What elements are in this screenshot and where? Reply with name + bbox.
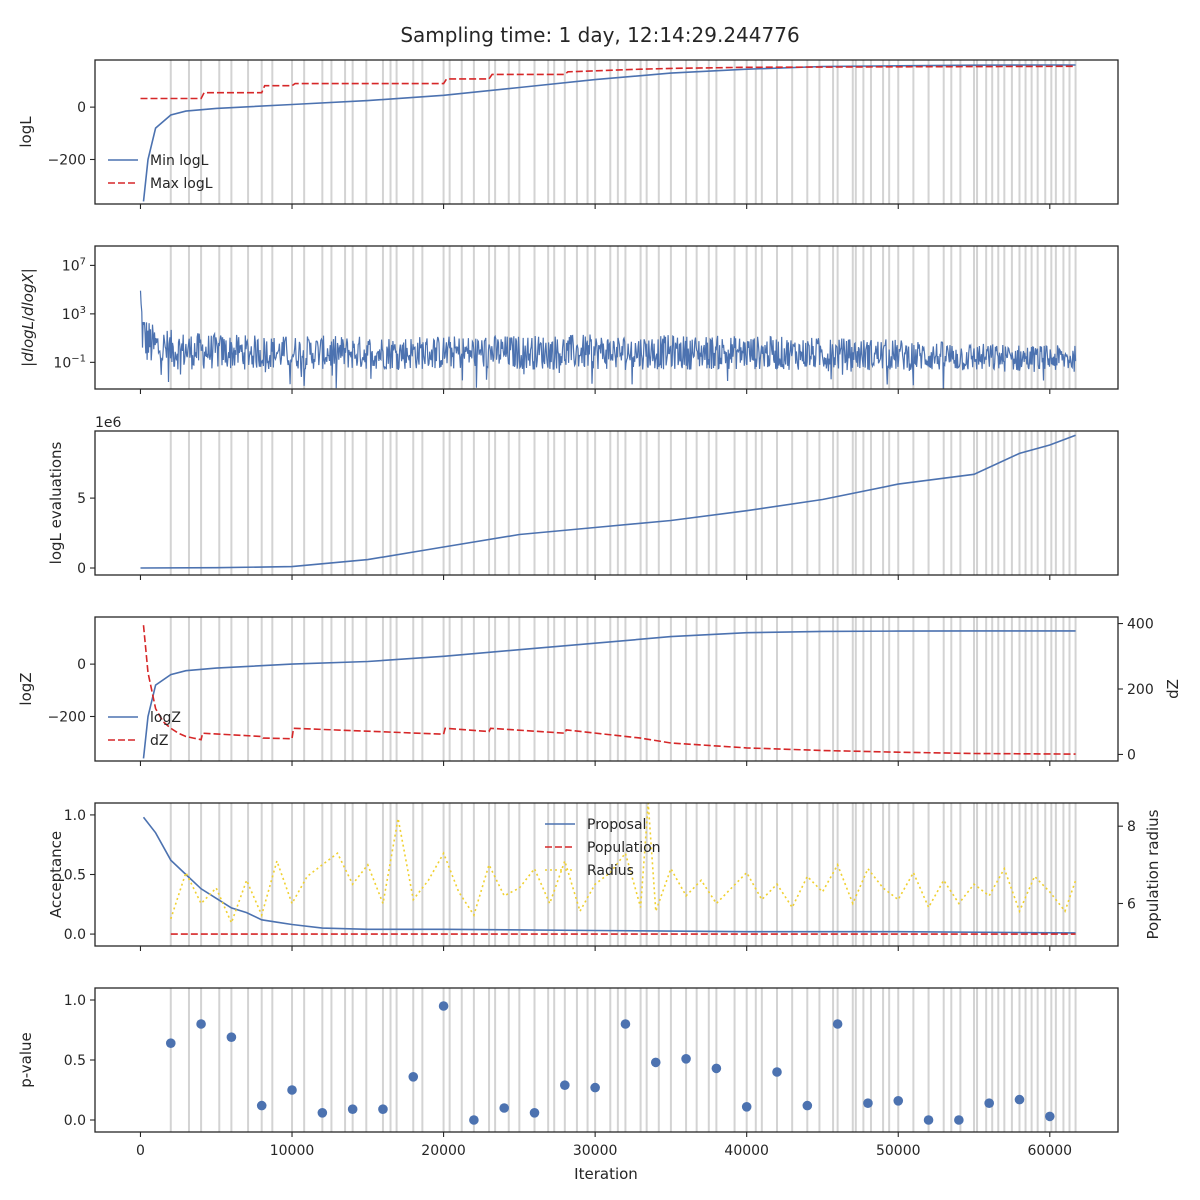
panels: 0 −200 logL Min logL Max logL 107 103 10−1 |dlog… <box>17 59 1182 1183</box>
ytick-label-6-1: 0.5 <box>64 1053 86 1069</box>
ylabel-1: logL <box>17 116 35 148</box>
pvalue-point-22 <box>832 1019 843 1029</box>
panel-2: 107 103 10−1 |dlogL/dlogX| <box>19 245 1119 394</box>
pvalue-point-0 <box>165 1038 176 1048</box>
series-line-5-0 <box>142 816 1076 934</box>
offset-label-3: 1e6 <box>95 415 122 431</box>
xtick-label-3: 30000 <box>573 1143 618 1159</box>
ylabel-6: p-value <box>17 1032 35 1088</box>
series-line-4-0 <box>142 630 1076 759</box>
ylabel-right-5: Population radius <box>1144 809 1162 939</box>
pvalue-point-20 <box>772 1067 782 1077</box>
pvalue-point-13 <box>560 1080 570 1090</box>
ylabel-right-4: dZ <box>1164 679 1182 699</box>
legend-label-5-0: Proposal <box>587 817 646 833</box>
pvalue-point-16 <box>650 1057 661 1068</box>
ytick-right-label-4-2: 0 <box>1127 747 1136 763</box>
axes-frame-3 <box>94 430 1119 576</box>
ytick-label-2-0: 107 <box>62 256 86 274</box>
pvalue-point-26 <box>954 1115 964 1125</box>
ytick-label-6-0: 1.0 <box>64 993 86 1009</box>
ytick-right-label-5-1: 6 <box>1127 896 1136 912</box>
ytick-label-4-1: −200 <box>48 709 86 725</box>
ytick-label-5-1: 0.5 <box>64 868 86 884</box>
x-axis: 0 10000 20000 30000 40000 50000 60000 Iteration <box>136 1143 1072 1183</box>
axes-frame-2 <box>94 245 1119 390</box>
legend-label-1-1: Max logL <box>150 176 213 192</box>
ytick-label-2-1: 103 <box>62 305 86 323</box>
xlabel: Iteration <box>574 1165 638 1183</box>
legend-label-5-1: Population <box>587 840 661 856</box>
pvalue-point-4 <box>287 1085 297 1095</box>
xtick-label-4: 40000 <box>724 1143 769 1159</box>
xtick-label-5: 50000 <box>876 1143 921 1159</box>
pvalue-point-24 <box>893 1096 904 1106</box>
legend-label-4-1: dZ <box>150 733 168 749</box>
panel-4: 0 −200 400 200 0 logZ dZ logZ dZ <box>17 616 1182 766</box>
pvalue-point-21 <box>802 1100 813 1111</box>
xtick-label-6: 60000 <box>1028 1143 1073 1159</box>
pvalue-point-9 <box>438 1001 449 1011</box>
pvalue-point-5 <box>317 1108 328 1118</box>
legend-label-1-0: Min logL <box>150 153 209 169</box>
pvalue-point-11 <box>499 1103 510 1113</box>
pvalue-point-15 <box>620 1019 631 1029</box>
ylabel-4: logZ <box>17 672 35 705</box>
pvalue-point-25 <box>923 1115 934 1125</box>
series-line-5-2 <box>170 802 1077 925</box>
ytick-label-3-0: 5 <box>77 491 86 507</box>
pvalue-point-6 <box>347 1104 358 1114</box>
ytick-label-5-2: 0.0 <box>64 927 86 943</box>
pvalue-point-28 <box>1014 1094 1025 1105</box>
ytick-label-5-0: 1.0 <box>64 808 86 824</box>
panel-5: 1.0 0.5 0.0 8 6 Acceptance Population radius Pr… <box>47 802 1162 951</box>
ytick-label-1-1: −200 <box>48 152 86 168</box>
xtick-label-1: 10000 <box>270 1143 315 1159</box>
pvalue-point-19 <box>741 1102 752 1112</box>
pvalue-point-12 <box>529 1108 540 1118</box>
legend-label-4-0: logZ <box>150 710 181 726</box>
series-line-4-1 <box>142 625 1076 755</box>
pvalue-point-29 <box>1045 1111 1055 1122</box>
ylabel-2: |dlogL/dlogX| <box>19 268 37 367</box>
pvalue-point-3 <box>256 1100 267 1111</box>
pvalue-point-7 <box>378 1104 388 1114</box>
pvalue-point-14 <box>590 1082 600 1093</box>
ytick-label-1-0: 0 <box>77 100 86 116</box>
series-line-3-0 <box>140 434 1076 569</box>
series-line-1-1 <box>140 65 1076 100</box>
ylabel-5: Acceptance <box>47 831 65 918</box>
pvalue-point-1 <box>196 1019 206 1029</box>
ylabel-3: logL evaluations <box>47 441 65 564</box>
ytick-label-6-2: 0.0 <box>64 1113 86 1129</box>
series-line-2-0 <box>139 290 1077 389</box>
ytick-right-label-4-1: 200 <box>1127 682 1154 698</box>
series-line-1-0 <box>142 64 1076 202</box>
pvalue-point-23 <box>863 1098 873 1108</box>
ytick-right-label-4-0: 400 <box>1127 617 1154 633</box>
pvalue-point-2 <box>226 1032 237 1042</box>
pvalue-point-17 <box>681 1054 691 1064</box>
pvalue-point-18 <box>711 1063 722 1074</box>
ytick-label-2-2: 10−1 <box>53 353 86 371</box>
figure-title: Sampling time: 1 day, 12:14:29.244776 <box>400 23 799 47</box>
legend-label-5-2: Radius <box>587 863 634 879</box>
axes-frame-1 <box>94 59 1119 205</box>
pvalue-point-27 <box>984 1098 994 1108</box>
ytick-label-4-0: 0 <box>77 657 86 673</box>
pvalue-point-10 <box>469 1115 479 1125</box>
panel-1: 0 −200 logL Min logL Max logL <box>17 59 1119 209</box>
panel-6: 1.0 0.5 0.0 p-value <box>17 987 1119 1137</box>
ytick-label-3-1: 0 <box>77 561 86 577</box>
xtick-label-0: 0 <box>136 1143 145 1159</box>
ytick-right-label-5-0: 8 <box>1127 819 1136 835</box>
pvalue-point-8 <box>408 1072 419 1082</box>
panel-3: 5 0 logL evaluations 1e6 <box>47 415 1119 580</box>
xtick-label-2: 20000 <box>421 1143 466 1159</box>
